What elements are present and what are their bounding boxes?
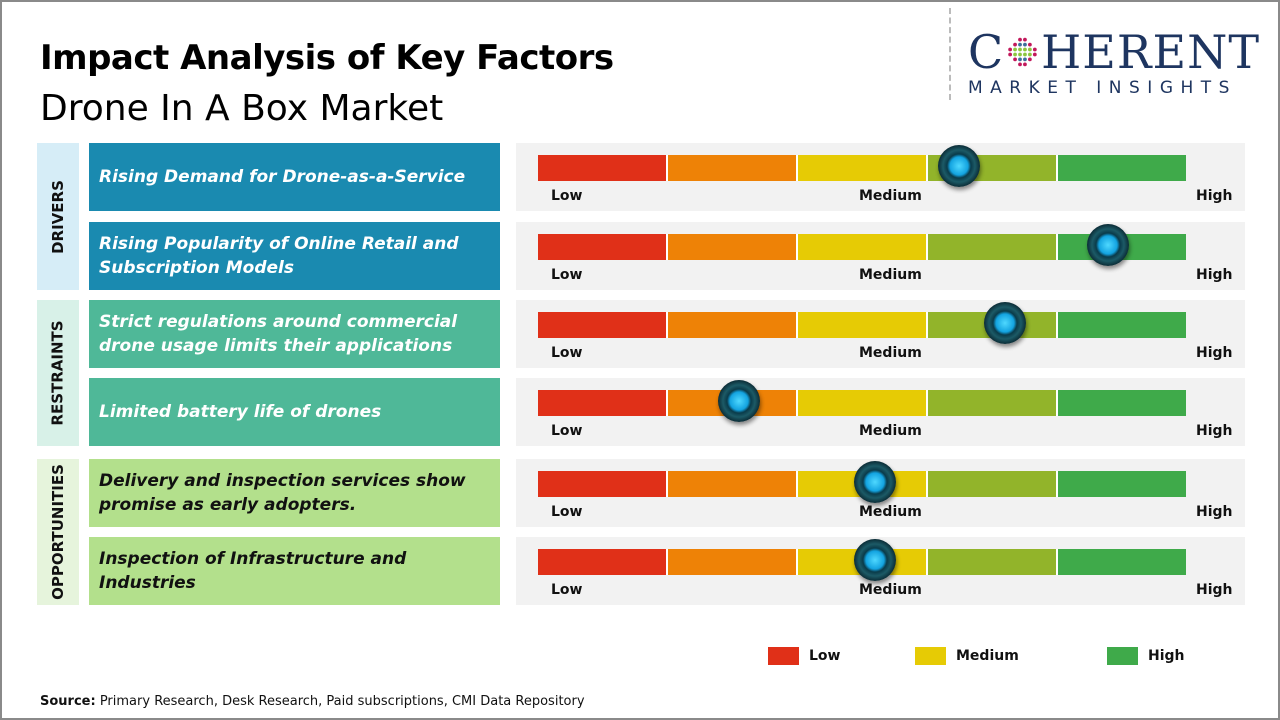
factor-text: Inspection of Infrastructure and Industr…: [99, 549, 407, 593]
impact-indicator-knob: [1087, 224, 1130, 266]
category-text: RESTRAINTS: [49, 320, 68, 426]
legend-label: Low: [809, 648, 841, 664]
gauge-segment: [668, 471, 798, 497]
scale-high-label: High: [1196, 423, 1233, 439]
gauge-segment: [668, 234, 798, 260]
factor-label: Rising Popularity of Online Retail and S…: [89, 222, 500, 290]
gauge-segment: [538, 234, 668, 260]
page-title: Impact Analysis of Key Factors: [40, 38, 614, 78]
category-label-opportunities: OPPORTUNITIES: [37, 459, 79, 605]
factor-label: Strict regulations around commercial dro…: [89, 300, 500, 368]
scale-high-label: High: [1196, 345, 1233, 361]
gauge-segment: [928, 471, 1058, 497]
gauge-segment: [538, 471, 668, 497]
source-label: Source:: [40, 694, 96, 709]
source-text: Primary Research, Desk Research, Paid su…: [95, 694, 585, 709]
gauge-segment: [1058, 390, 1186, 416]
gauge-segment: [798, 234, 928, 260]
gauge-segment: [798, 155, 928, 181]
scale-medium-label: Medium: [859, 504, 922, 520]
factor-text: Rising Popularity of Online Retail and S…: [99, 234, 459, 278]
gauge-segment: [538, 390, 668, 416]
category-label-drivers: DRIVERS: [37, 143, 79, 290]
gauge-segment: [798, 312, 928, 338]
category-text: OPPORTUNITIES: [49, 464, 67, 600]
gauge-segment: [668, 312, 798, 338]
impact-indicator-knob: [983, 302, 1026, 344]
gauge-segment: [1058, 549, 1186, 575]
scale-medium-label: Medium: [859, 188, 922, 204]
impact-indicator-knob: [717, 380, 760, 422]
scale-high-label: High: [1196, 582, 1233, 598]
legend-item-low: Low: [768, 647, 840, 665]
gauge-segment: [668, 155, 798, 181]
gauge-segment: [798, 390, 928, 416]
scale-low-label: Low: [551, 345, 583, 361]
legend-label: High: [1148, 648, 1185, 664]
gauge-bar: [538, 312, 1186, 338]
scale-high-label: High: [1196, 504, 1233, 520]
scale-low-label: Low: [551, 504, 583, 520]
scale-low-label: Low: [551, 423, 583, 439]
gauge-bar: [538, 390, 1186, 416]
impact-indicator-knob: [853, 539, 896, 581]
gauge-segment: [1058, 471, 1186, 497]
scale-high-label: High: [1196, 267, 1233, 283]
impact-gauge: Low Medium High: [516, 537, 1245, 605]
factor-label: Delivery and inspection services show pr…: [89, 459, 500, 527]
scale-medium-label: Medium: [859, 345, 922, 361]
impact-gauge: Low Medium High: [516, 143, 1245, 211]
impact-gauge: Low Medium High: [516, 300, 1245, 368]
globe-icon: [1008, 37, 1037, 67]
factor-text: Limited battery life of drones: [99, 402, 382, 422]
legend-swatch-high: [1107, 647, 1138, 665]
factor-text: Delivery and inspection services show pr…: [99, 471, 466, 515]
factor-text: Strict regulations around commercial dro…: [99, 312, 458, 356]
scale-low-label: Low: [551, 188, 583, 204]
impact-gauge: Low Medium High: [516, 378, 1245, 446]
gauge-segment: [538, 312, 668, 338]
scale-medium-label: Medium: [859, 423, 922, 439]
legend-item-medium: Medium: [915, 647, 1019, 665]
gauge-segment: [928, 390, 1058, 416]
scale-low-label: Low: [551, 582, 583, 598]
legend-item-high: High: [1107, 647, 1185, 665]
gauge-bar: [538, 471, 1186, 497]
page-subtitle: Drone In A Box Market: [40, 88, 444, 129]
factor-text: Rising Demand for Drone-as-a-Service: [99, 167, 466, 187]
scale-low-label: Low: [551, 267, 583, 283]
gauge-segment: [1058, 155, 1186, 181]
scale-medium-label: Medium: [859, 582, 922, 598]
gauge-segment: [668, 549, 798, 575]
factor-label: Inspection of Infrastructure and Industr…: [89, 537, 500, 605]
impact-gauge: Low Medium High: [516, 222, 1245, 290]
factor-label: Rising Demand for Drone-as-a-Service: [89, 143, 500, 211]
logo-tagline: MARKET INSIGHTS: [968, 78, 1237, 98]
impact-indicator-knob: [938, 145, 981, 187]
gauge-segment: [928, 549, 1058, 575]
legend-swatch-medium: [915, 647, 946, 665]
category-label-restraints: RESTRAINTS: [37, 300, 79, 446]
gauge-bar: [538, 549, 1186, 575]
source-note: Source: Primary Research, Desk Research,…: [40, 694, 585, 709]
gauge-segment: [1058, 312, 1186, 338]
scale-medium-label: Medium: [859, 267, 922, 283]
legend-label: Medium: [956, 648, 1019, 664]
company-logo: C HERENT MARKET INSIGHTS: [968, 25, 1260, 98]
gauge-segment: [538, 155, 668, 181]
factor-label: Limited battery life of drones: [89, 378, 500, 446]
impact-gauge: Low Medium High: [516, 459, 1245, 527]
gauge-bar: [538, 155, 1186, 181]
legend-swatch-low: [768, 647, 799, 665]
category-text: DRIVERS: [49, 179, 68, 254]
logo-divider: [949, 8, 951, 100]
gauge-segment: [928, 234, 1058, 260]
scale-high-label: High: [1196, 188, 1233, 204]
gauge-segment: [538, 549, 668, 575]
impact-indicator-knob: [853, 461, 896, 503]
